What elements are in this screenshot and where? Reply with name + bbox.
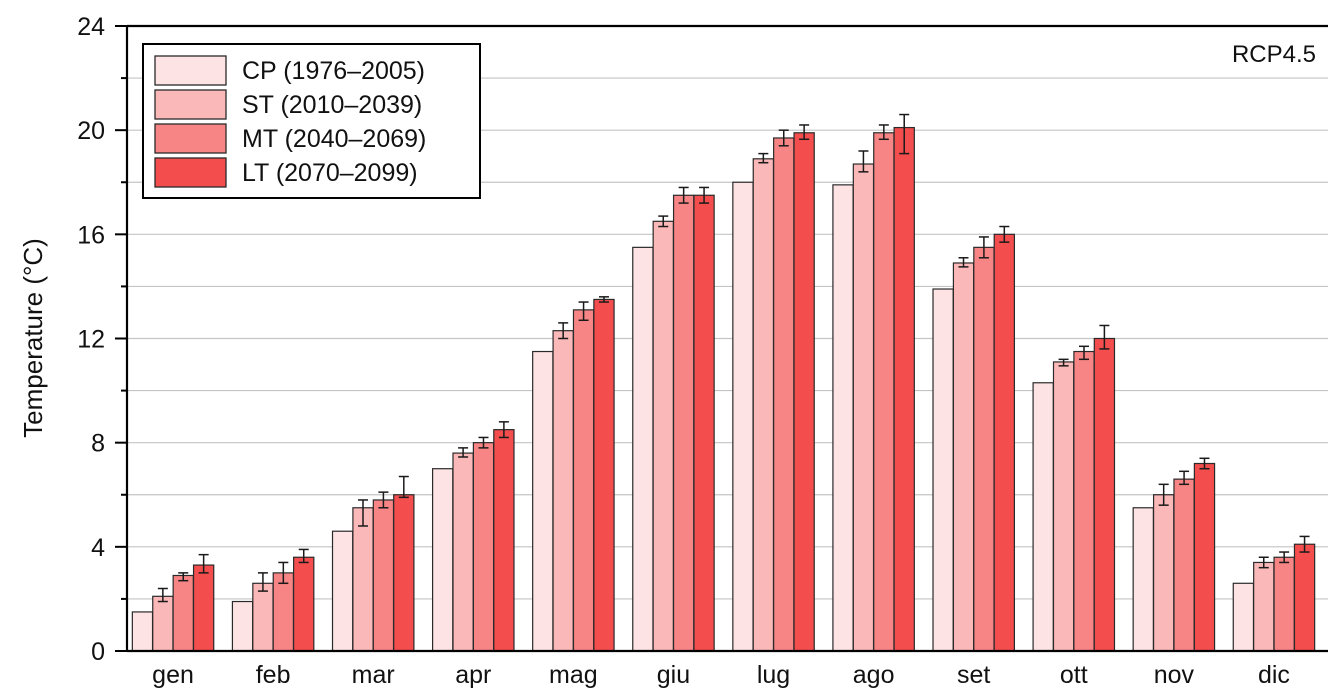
bar <box>932 288 954 652</box>
error-bars <box>157 113 1310 603</box>
bar <box>393 494 415 652</box>
x-tick-label: mag <box>549 661 598 689</box>
bar <box>652 220 674 652</box>
bar <box>752 158 775 652</box>
x-tick-label: mar <box>352 661 395 689</box>
bar <box>852 163 875 652</box>
bar <box>1073 350 1095 652</box>
bars <box>131 126 1316 652</box>
bar <box>192 564 215 652</box>
x-tick-label: gen <box>152 661 194 689</box>
bar <box>832 184 854 652</box>
legend: CP (1976–2005) ST (2010–2039) MT (2040–206… <box>142 43 481 199</box>
legend-label: ST (2010–2039) <box>242 91 422 119</box>
y-tick-label: 0 <box>91 638 105 666</box>
scenario-label: RCP4.5 <box>1232 41 1316 68</box>
legend-label: MT (2040–2069) <box>242 125 426 153</box>
bar <box>672 194 695 652</box>
bar <box>893 126 915 652</box>
y-tick-label: 8 <box>91 430 105 458</box>
legend-swatch <box>154 55 227 86</box>
x-tick-label: giu <box>657 661 690 689</box>
bar <box>1032 382 1054 652</box>
bar <box>1052 361 1075 652</box>
bar <box>1253 561 1275 652</box>
bar <box>873 132 895 652</box>
bar <box>372 499 395 652</box>
axes: gen feb mar apr mag giu lug ago set ott nov dic 0 4 8 1… <box>77 13 1328 689</box>
bar <box>693 194 715 652</box>
y-tick-label: 24 <box>77 13 105 41</box>
bar <box>572 309 595 652</box>
legend-swatch <box>154 89 227 120</box>
bar <box>1132 507 1154 652</box>
bar <box>593 298 615 652</box>
bar <box>632 246 654 652</box>
x-tick-label: ago <box>853 661 895 689</box>
x-tick-label: apr <box>455 661 491 689</box>
x-tick-label: lug <box>757 661 790 689</box>
bar <box>452 452 474 652</box>
bar <box>952 262 975 652</box>
legend-label: CP (1976–2005) <box>242 57 425 85</box>
bar <box>272 572 295 652</box>
bar <box>732 181 754 652</box>
bar <box>152 595 174 652</box>
bar <box>352 507 374 652</box>
bar <box>1232 582 1255 652</box>
bar <box>252 582 274 652</box>
bar <box>431 468 454 652</box>
bar <box>331 530 354 652</box>
bar <box>1173 478 1195 652</box>
bar <box>493 429 515 652</box>
bar <box>973 246 995 652</box>
y-tick-label: 4 <box>91 534 105 562</box>
bar <box>773 137 795 652</box>
bar <box>293 556 315 652</box>
bar <box>1193 462 1216 652</box>
x-tick-label: feb <box>256 661 291 689</box>
bar <box>1093 337 1116 652</box>
bar <box>552 330 574 652</box>
legend-label: LT (2070–2099) <box>242 159 418 187</box>
bar <box>1273 556 1295 652</box>
legend-swatch <box>154 157 227 188</box>
bar <box>532 350 554 652</box>
bar <box>231 600 254 652</box>
y-tick-label: 20 <box>77 117 105 145</box>
bar <box>1293 543 1316 652</box>
x-tick-label: set <box>957 661 990 689</box>
x-tick-label: nov <box>1154 661 1195 689</box>
bar <box>1152 494 1175 652</box>
x-tick-label: dic <box>1258 661 1290 689</box>
bar <box>472 442 495 652</box>
bar <box>131 611 154 652</box>
y-tick-label: 12 <box>77 326 105 354</box>
bar <box>993 233 1016 652</box>
x-tick-label: ott <box>1060 661 1088 689</box>
bar <box>793 132 815 652</box>
bar <box>172 574 194 652</box>
y-tick-label: 16 <box>77 221 105 249</box>
y-axis-label: Temperature (°C) <box>18 238 48 438</box>
legend-swatch <box>154 123 227 154</box>
